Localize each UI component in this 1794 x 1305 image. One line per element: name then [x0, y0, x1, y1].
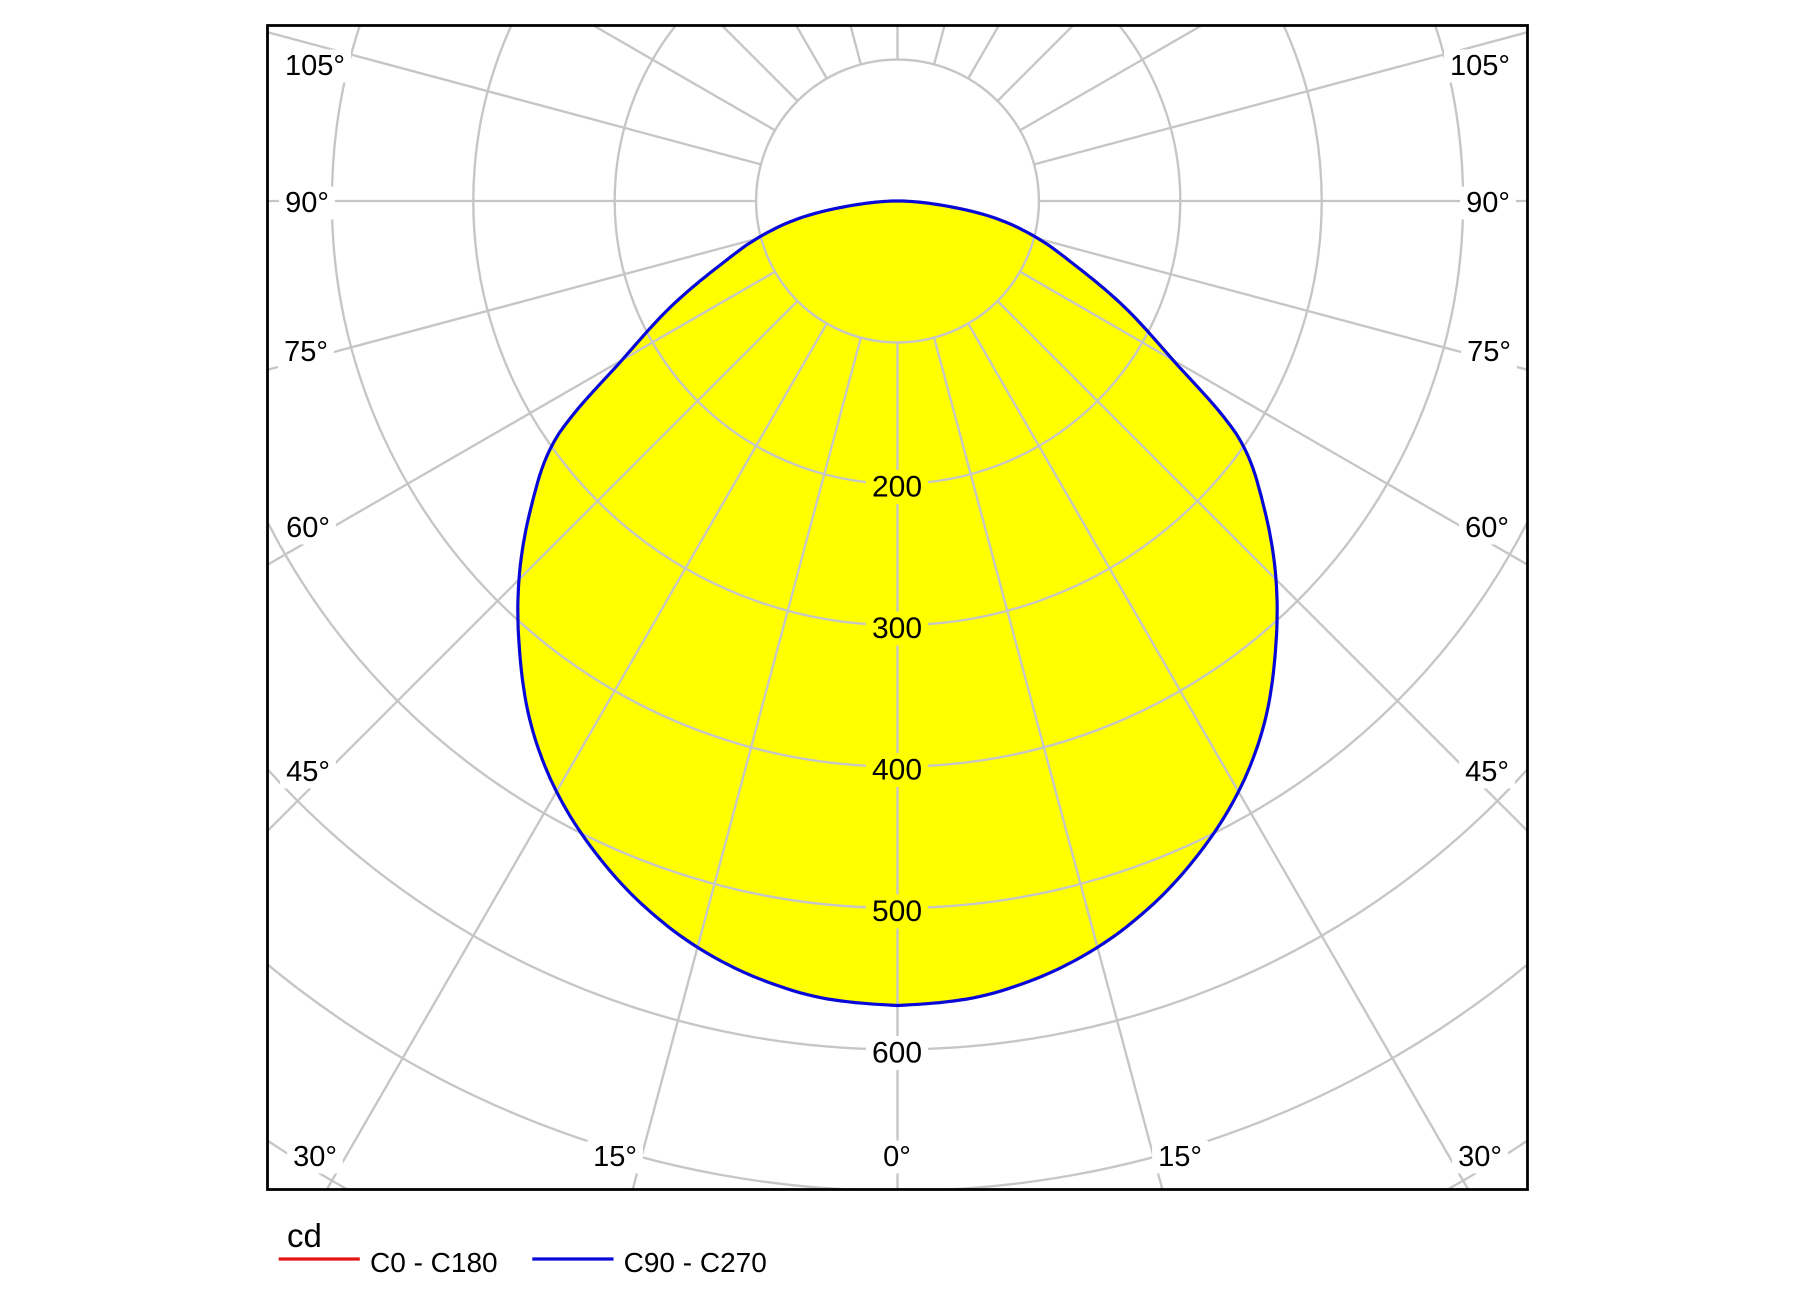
svg-text:C90 - C270: C90 - C270 — [624, 1247, 767, 1278]
svg-text:cd: cd — [287, 1217, 322, 1254]
svg-text:15°: 15° — [593, 1141, 637, 1173]
svg-text:30°: 30° — [293, 1141, 337, 1173]
svg-text:75°: 75° — [284, 336, 328, 368]
svg-text:200: 200 — [872, 471, 922, 504]
svg-text:60°: 60° — [286, 512, 330, 544]
svg-text:30°: 30° — [1458, 1141, 1502, 1173]
svg-text:60°: 60° — [1465, 512, 1509, 544]
svg-text:90°: 90° — [285, 187, 329, 219]
svg-text:75°: 75° — [1467, 336, 1511, 368]
svg-text:90°: 90° — [1466, 187, 1510, 219]
svg-text:400: 400 — [872, 754, 922, 787]
svg-text:45°: 45° — [1465, 756, 1509, 788]
svg-text:15°: 15° — [1158, 1141, 1202, 1173]
svg-text:300: 300 — [872, 612, 922, 645]
svg-text:105°: 105° — [1450, 50, 1510, 82]
svg-text:500: 500 — [872, 895, 922, 928]
svg-text:600: 600 — [872, 1037, 922, 1070]
svg-text:45°: 45° — [286, 756, 330, 788]
svg-text:C0 - C180: C0 - C180 — [370, 1247, 498, 1278]
svg-text:105°: 105° — [285, 50, 345, 82]
svg-text:0°: 0° — [883, 1141, 911, 1173]
